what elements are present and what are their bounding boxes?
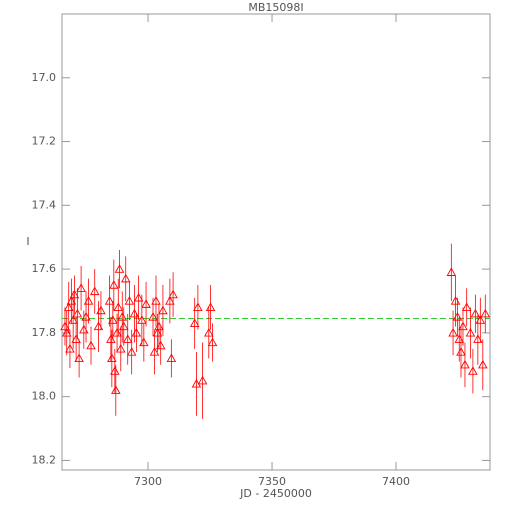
data-point xyxy=(81,312,91,321)
data-point xyxy=(117,312,128,321)
data-point xyxy=(126,347,137,356)
data-point xyxy=(207,337,218,347)
data-point xyxy=(93,321,104,331)
data-point xyxy=(111,385,121,394)
data-point xyxy=(204,327,214,337)
data-point xyxy=(166,353,177,363)
data-point xyxy=(114,264,125,273)
y-tick-label: 18.0 xyxy=(32,390,57,403)
y-tick-label: 18.2 xyxy=(32,453,57,466)
data-point xyxy=(120,273,131,283)
data-point xyxy=(109,280,119,289)
data-point xyxy=(72,308,83,318)
data-point xyxy=(141,299,151,308)
data-point xyxy=(129,308,140,318)
data-point xyxy=(133,292,144,302)
data-point xyxy=(197,375,208,385)
data-point xyxy=(68,315,78,324)
data-point xyxy=(71,334,81,343)
data-point xyxy=(137,315,147,324)
data-point xyxy=(473,334,483,343)
data-point xyxy=(456,347,466,356)
data-point xyxy=(448,327,458,337)
data-point xyxy=(89,286,100,296)
data-point xyxy=(110,366,120,375)
y-tick-label: 17.6 xyxy=(32,262,57,275)
data-point xyxy=(131,327,142,337)
data-point xyxy=(475,315,486,324)
data-point xyxy=(480,308,491,318)
y-tick-label: 17.8 xyxy=(32,326,57,339)
data-point xyxy=(452,312,463,321)
data-point xyxy=(478,359,488,369)
data-point xyxy=(139,337,149,347)
data-point xyxy=(148,312,158,321)
data-point xyxy=(470,308,481,318)
data-point xyxy=(149,347,160,356)
plot-frame xyxy=(61,13,491,471)
x-tick-label: 7300 xyxy=(134,475,162,488)
data-point xyxy=(76,283,86,292)
data-point xyxy=(112,327,122,337)
data-point xyxy=(104,296,115,305)
data-point xyxy=(458,321,468,331)
data-point xyxy=(465,327,476,337)
y-tick-label: 17.0 xyxy=(32,71,57,84)
x-tick-label: 7400 xyxy=(382,475,410,488)
data-point xyxy=(96,305,106,315)
data-point xyxy=(154,321,164,331)
x-axis-label: JD - 2450000 xyxy=(239,487,312,500)
data-point xyxy=(158,305,168,315)
data-point xyxy=(74,353,84,363)
data-point xyxy=(108,315,118,324)
y-tick-label: 17.2 xyxy=(32,135,57,148)
y-tick-label: 17.4 xyxy=(32,198,57,211)
data-point xyxy=(468,366,478,375)
data-point xyxy=(460,359,470,369)
data-point xyxy=(107,353,117,363)
data-point xyxy=(65,343,75,353)
data-point xyxy=(69,289,80,299)
data-point xyxy=(122,334,133,343)
data-point xyxy=(205,302,216,312)
data-point xyxy=(193,302,203,312)
data-point xyxy=(461,302,472,312)
chart-title: MB15098I xyxy=(248,1,303,14)
data-point xyxy=(113,302,124,312)
data-point xyxy=(63,302,74,312)
data-point xyxy=(116,343,126,353)
data-point xyxy=(165,296,175,305)
data-point xyxy=(152,327,163,337)
data-point xyxy=(189,318,200,327)
data-point xyxy=(86,340,96,350)
data-point xyxy=(446,267,457,276)
data-point xyxy=(155,340,166,350)
data-point xyxy=(168,289,178,299)
data-point xyxy=(118,321,129,331)
x-tick-label: 7350 xyxy=(258,475,286,488)
data-point xyxy=(83,296,94,305)
y-axis-label: I xyxy=(26,235,29,248)
data-point xyxy=(124,296,135,305)
data-point xyxy=(151,296,161,305)
